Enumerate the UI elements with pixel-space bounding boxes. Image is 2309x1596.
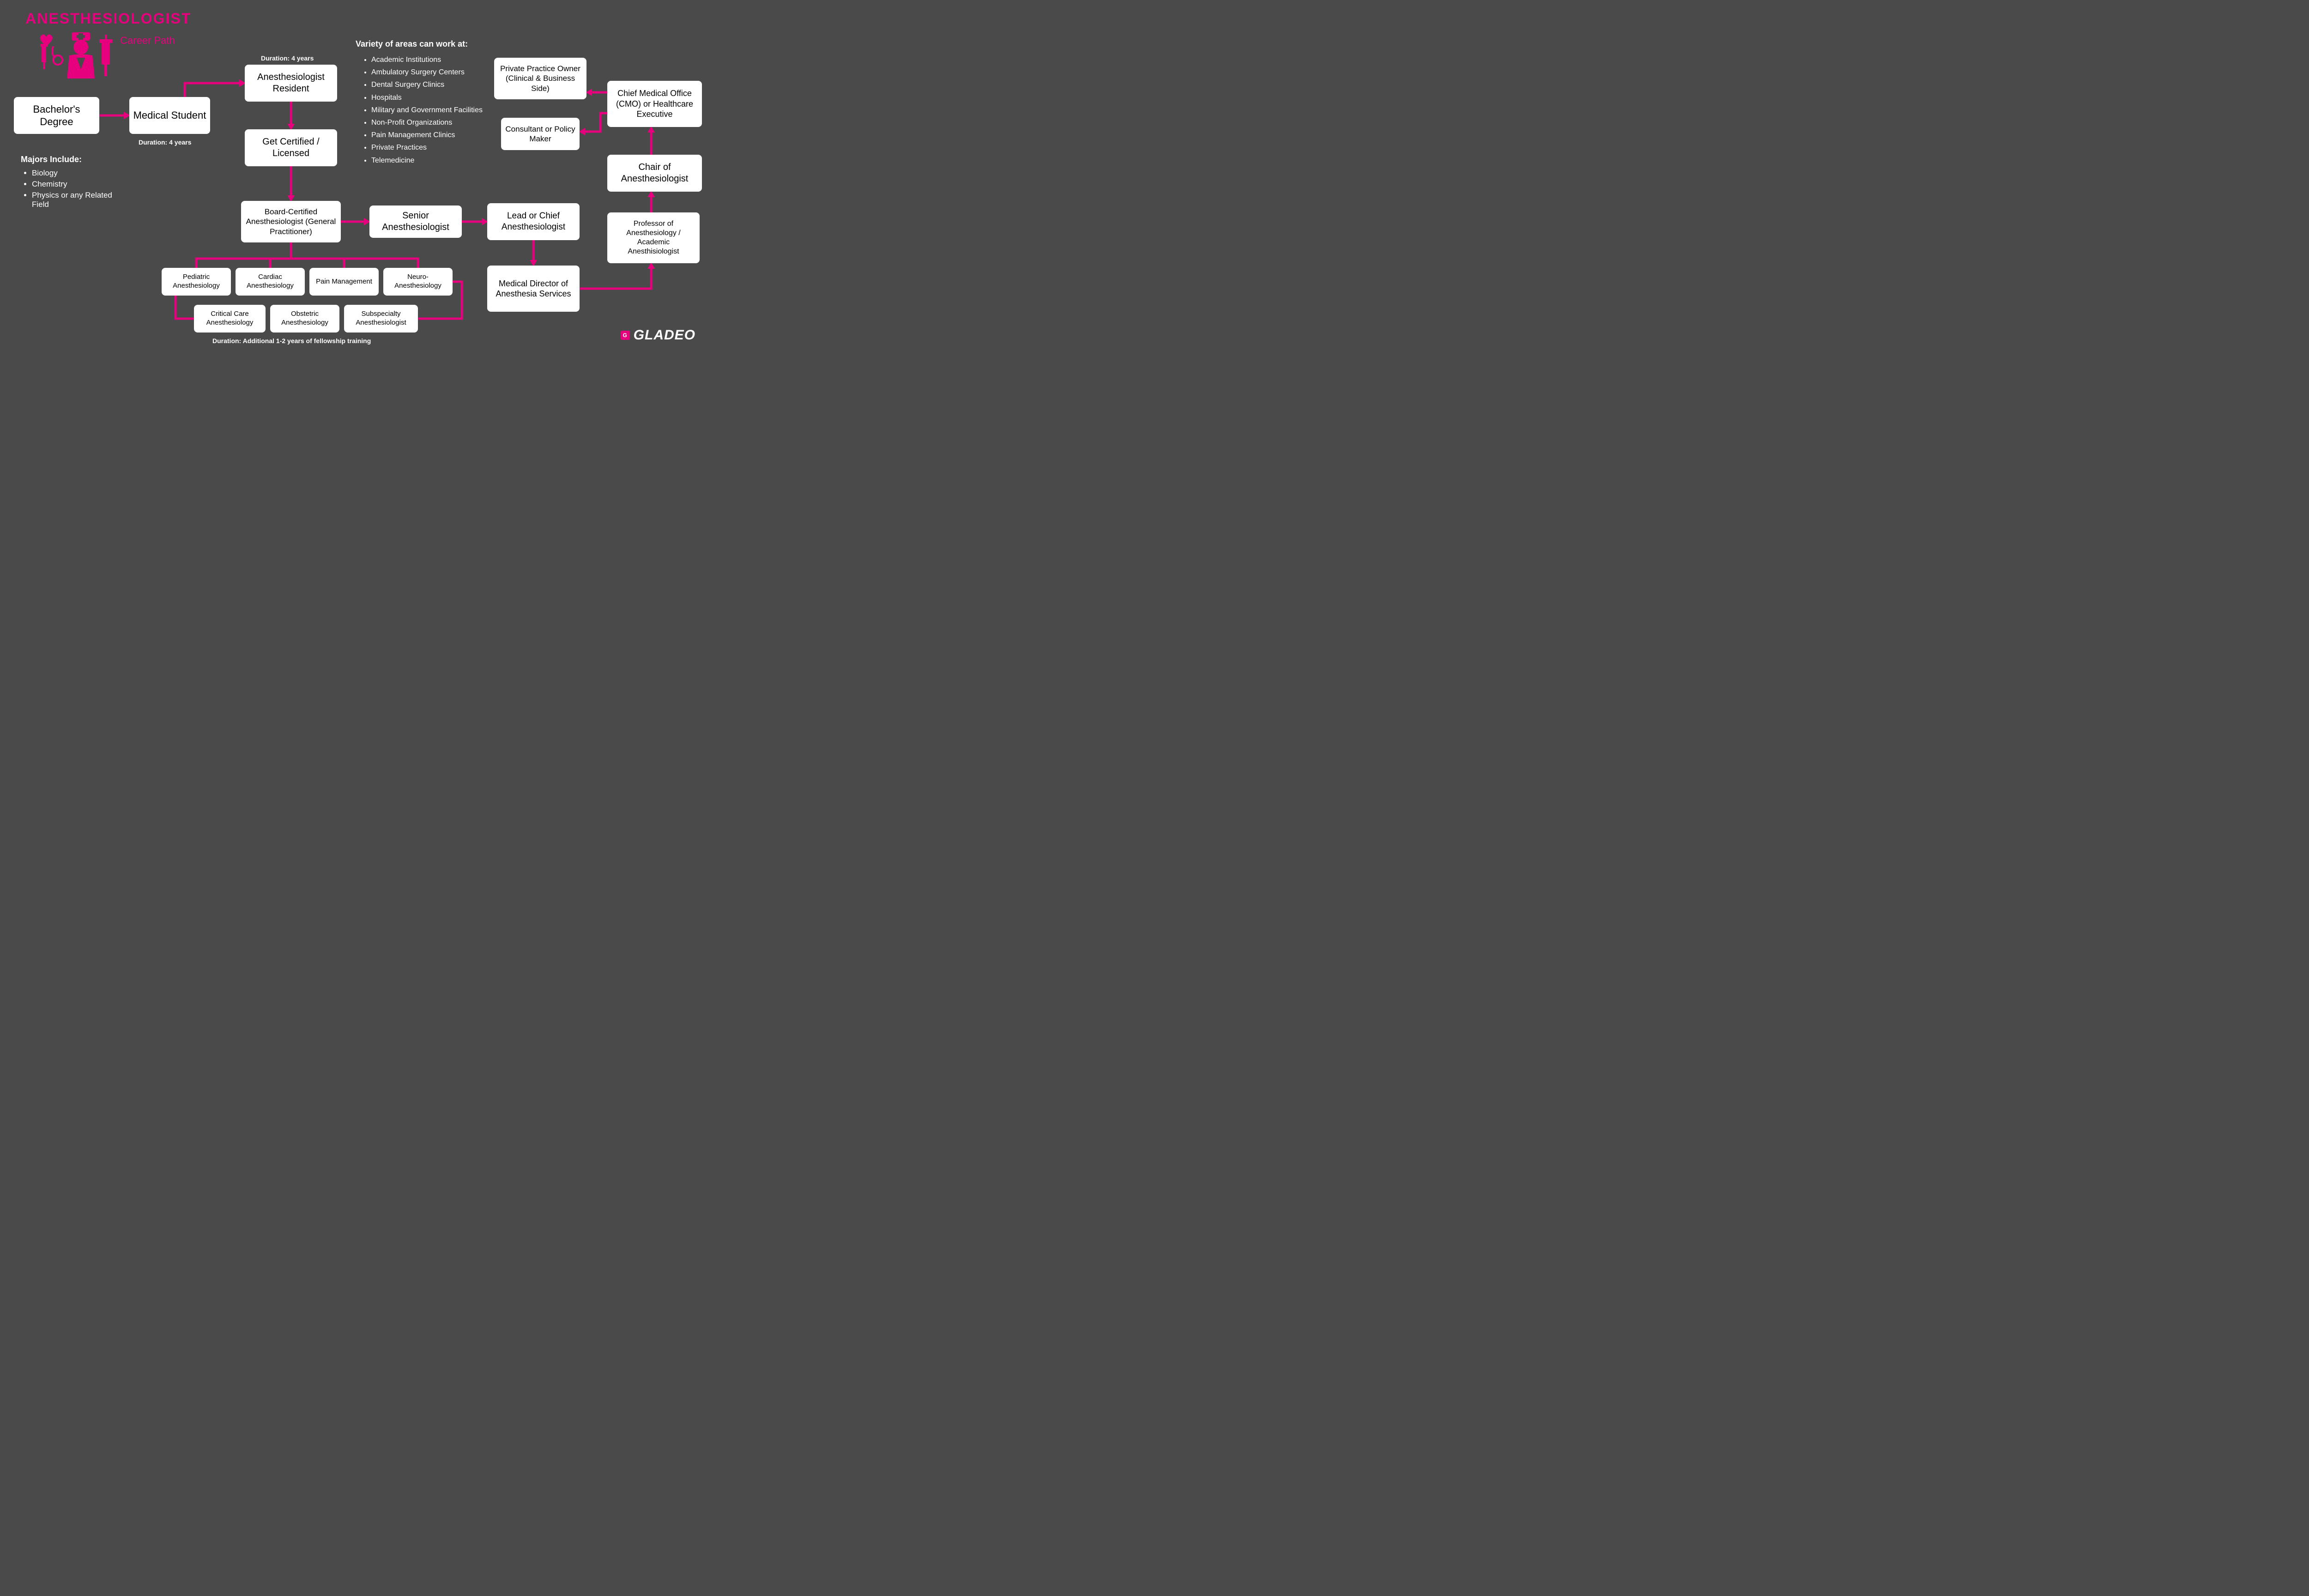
doctor-icon [28, 28, 120, 88]
node-professor: Professor of Anesthesiology / Academic A… [607, 212, 700, 263]
work-area-item: Military and Government Facilities [371, 105, 490, 115]
node-lead: Lead or Chief Anesthesiologist [487, 203, 580, 240]
logo-text: GLADEO [634, 327, 695, 343]
work-areas-heading: Variety of areas can work at: [356, 39, 468, 49]
logo-badge-icon: G [621, 331, 630, 340]
majors-item: Biology [32, 169, 113, 178]
node-cmo: Chief Medical Office (CMO) or Healthcare… [607, 81, 702, 127]
majors-list: Biology Chemistry Physics or any Related F… [21, 169, 113, 211]
node-bachelor: Bachelor's Degree [14, 97, 99, 134]
node-obstetric: Obstetric Anesthesiology [270, 305, 339, 332]
work-area-item: Non-Profit Organizations [371, 117, 490, 128]
work-area-item: Telemedicine [371, 155, 490, 166]
node-neuro: Neuro-Anesthesiology [383, 268, 453, 296]
node-pediatric: Pediatric Anesthesiology [162, 268, 231, 296]
node-pain: Pain Management [309, 268, 379, 296]
node-cardiac: Cardiac Anesthesiology [236, 268, 305, 296]
duration-medical-student: Duration: 4 years [139, 139, 191, 146]
majors-item: Chemistry [32, 180, 113, 189]
page-title: ANESTHESIOLOGIST [25, 10, 191, 27]
node-senior: Senior Anesthesiologist [369, 206, 462, 238]
work-area-item: Hospitals [371, 92, 490, 103]
node-chair: Chair of Anesthesiologist [607, 155, 702, 192]
node-resident: Anesthesiologist Resident [245, 65, 337, 102]
work-area-item: Pain Management Clinics [371, 130, 490, 140]
node-private: Private Practice Owner (Clinical & Busin… [494, 58, 586, 99]
work-area-item: Ambulatory Surgery Centers [371, 67, 490, 78]
work-areas-list: Academic Institutions Ambulatory Surgery … [360, 54, 490, 168]
work-area-item: Private Practices [371, 142, 490, 153]
gladeo-logo: G GLADEO [621, 327, 695, 343]
node-board: Board-Certified Anesthesiologist (Genera… [241, 201, 341, 242]
majors-item: Physics or any Related Field [32, 191, 113, 209]
node-medstudent: Medical Student [129, 97, 210, 134]
node-subspec: Subspecialty Anesthesiologist [344, 305, 418, 332]
subtitle: Career Path [120, 35, 175, 47]
node-meddir: Medical Director of Anesthesia Services [487, 266, 580, 312]
majors-heading: Majors Include: [21, 155, 82, 164]
work-area-item: Academic Institutions [371, 54, 490, 65]
node-consultant: Consultant or Policy Maker [501, 118, 580, 150]
duration-resident: Duration: 4 years [261, 54, 314, 62]
duration-fellowship: Duration: Additional 1-2 years of fellow… [212, 337, 371, 345]
node-certified: Get Certified / Licensed [245, 129, 337, 166]
node-critical: Critical Care Anesthesiology [194, 305, 266, 332]
work-area-item: Dental Surgery Clinics [371, 79, 490, 90]
